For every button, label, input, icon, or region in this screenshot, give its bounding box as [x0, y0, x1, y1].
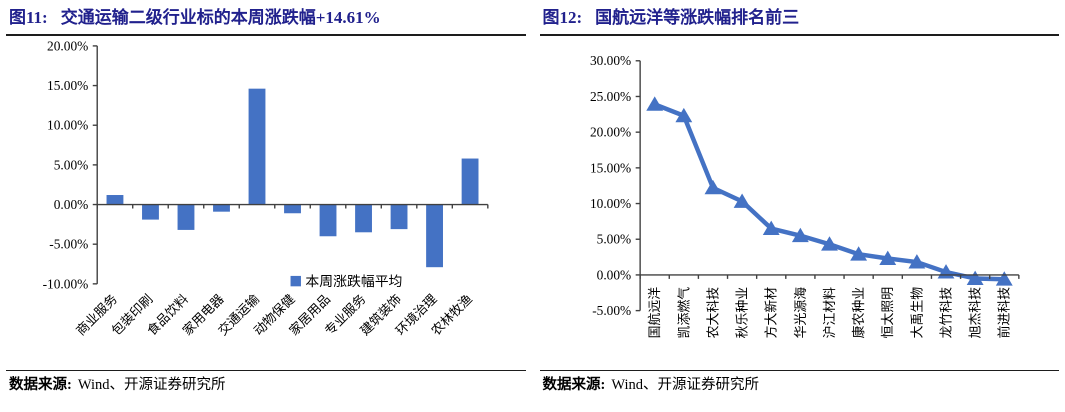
svg-text:农大科技: 农大科技 — [706, 287, 720, 339]
figure-11-header: 图11: 交通运输二级行业标的本周涨跌幅+14.61% — [6, 5, 526, 36]
svg-text:0.00%: 0.00% — [596, 267, 631, 282]
svg-text:5.00%: 5.00% — [596, 232, 631, 247]
report-figures-row: 图11: 交通运输二级行业标的本周涨跌幅+14.61% 20.00% 15.00% 1… — [6, 5, 1059, 395]
svg-text:0.00%: 0.00% — [54, 197, 89, 212]
svg-text:沪江材料: 沪江材料 — [821, 287, 836, 339]
figure-12-panel: 图12: 国航远洋等涨跌幅排名前三 30.00% 25.00% 20.00% 15.00… — [539, 5, 1059, 395]
figure-12-header: 图12: 国航远洋等涨跌幅排名前三 — [539, 5, 1059, 36]
figure-11-source: 数据来源: Wind、开源证券研究所 — [6, 370, 526, 395]
figure-12-source-text: Wind、开源证券研究所 — [611, 377, 759, 394]
svg-text:大禹生物: 大禹生物 — [910, 287, 924, 339]
figure-12-source-label: 数据来源: — [542, 377, 606, 394]
svg-text:15.00%: 15.00% — [589, 160, 630, 175]
svg-text:本周涨跌幅平均: 本周涨跌幅平均 — [305, 274, 402, 290]
svg-text:凯添燃气: 凯添燃气 — [676, 287, 691, 339]
svg-text:-5.00%: -5.00% — [592, 303, 631, 318]
svg-text:20.00%: 20.00% — [47, 38, 88, 53]
figure-12-source: 数据来源: Wind、开源证券研究所 — [539, 370, 1059, 395]
weekly-change-bar-chart: 20.00% 15.00% 10.00% 5.00% 0.00% -5.00% -10.00… — [43, 38, 489, 338]
svg-text:20.00%: 20.00% — [589, 125, 630, 140]
top-gainers-line-chart: 30.00% 25.00% 20.00% 15.00% 10.00% 5.00% 0.00%… — [589, 53, 1020, 339]
svg-text:秋乐种业: 秋乐种业 — [735, 287, 749, 339]
svg-text:10.00%: 10.00% — [47, 118, 88, 133]
svg-text:前进科技: 前进科技 — [996, 287, 1011, 339]
figure-11-tag: 图11: — [9, 8, 48, 27]
figure-11-source-text: Wind、开源证券研究所 — [77, 377, 226, 394]
svg-text:-5.00%: -5.00% — [49, 237, 88, 252]
svg-text:25.00%: 25.00% — [589, 89, 630, 104]
figure-11-source-label: 数据来源: — [9, 377, 72, 394]
svg-text:恒太照明: 恒太照明 — [881, 287, 895, 339]
svg-text:龙竹科技: 龙竹科技 — [939, 287, 953, 339]
svg-text:华光源海: 华光源海 — [793, 287, 807, 339]
figure-12-tag: 图12: — [542, 8, 583, 27]
svg-text:-10.00%: -10.00% — [43, 276, 89, 291]
figure-12-title: 国航远洋等涨跌幅排名前三 — [595, 8, 800, 27]
svg-text:方大新材: 方大新材 — [763, 287, 778, 339]
svg-text:5.00%: 5.00% — [54, 157, 89, 172]
figure-11-title: 交通运输二级行业标的本周涨跌幅+14.61% — [60, 8, 381, 27]
figure-11-panel: 图11: 交通运输二级行业标的本周涨跌幅+14.61% 20.00% 15.00% 1… — [6, 5, 526, 395]
svg-text:康农种业: 康农种业 — [851, 287, 866, 339]
svg-text:10.00%: 10.00% — [589, 196, 630, 211]
svg-text:国航远洋: 国航远洋 — [647, 287, 662, 339]
svg-text:旭杰科技: 旭杰科技 — [968, 287, 982, 339]
svg-text:30.00%: 30.00% — [589, 53, 630, 68]
svg-text:15.00%: 15.00% — [47, 78, 88, 93]
